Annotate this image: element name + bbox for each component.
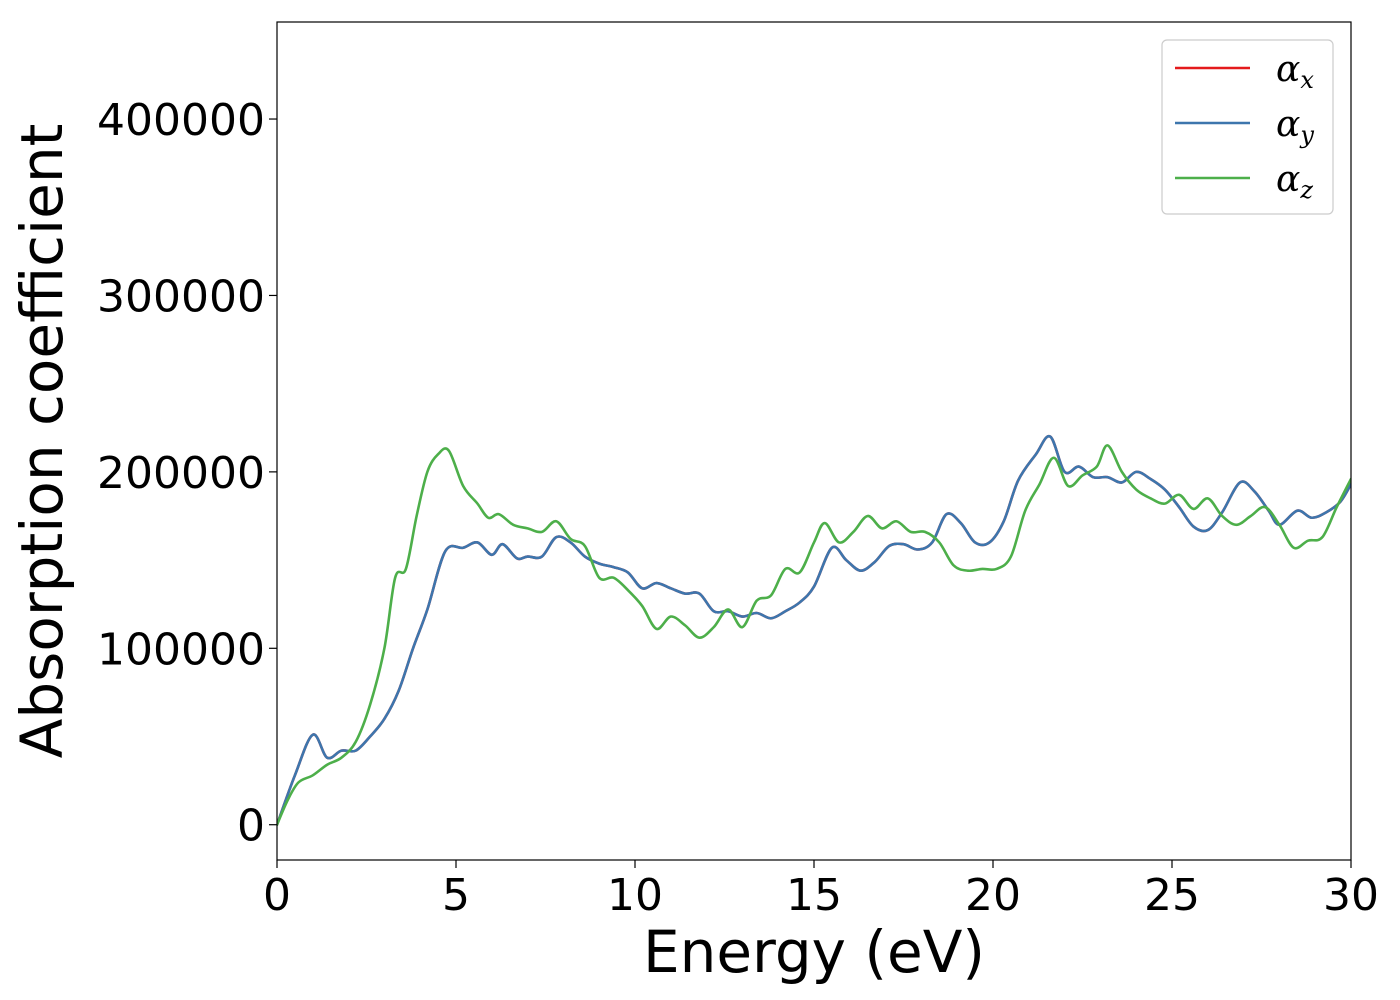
series-line-x: [277, 434, 1351, 827]
x-tick-label: 0: [263, 870, 291, 921]
x-tick-label: 25: [1144, 870, 1200, 921]
legend-label-x: αx: [1276, 49, 1314, 94]
y-tick-label: 200000: [97, 448, 265, 499]
y-tick-label: 100000: [97, 624, 265, 675]
legend-symbol: α: [1276, 159, 1300, 200]
y-axis-ticks: 0 100000 200000 300000 400000: [97, 95, 277, 852]
x-tick-label: 5: [442, 870, 470, 921]
y-axis-title: Absorption coefficient: [8, 124, 76, 759]
y-tick-label: 400000: [97, 95, 265, 146]
x-tick-label: 30: [1323, 870, 1379, 921]
y-tick-label: 0: [237, 801, 265, 852]
series-line-y: [277, 434, 1351, 827]
x-tick-label: 15: [786, 870, 842, 921]
legend-box: [1161, 39, 1334, 215]
x-tick-label: 20: [965, 870, 1021, 921]
x-axis-ticks: 0 5 10 15 20 25 30: [263, 860, 1379, 921]
plot-lines: [277, 434, 1351, 827]
y-tick-label: 300000: [97, 271, 265, 322]
x-tick-label: 10: [607, 870, 663, 921]
legend-subscript: y: [1299, 121, 1314, 149]
legend-symbol: α: [1276, 49, 1300, 90]
series-line-z: [277, 444, 1351, 827]
legend-symbol: α: [1276, 104, 1300, 145]
legend-label-z: αz: [1276, 159, 1313, 204]
legend-subscript: x: [1300, 66, 1314, 94]
x-axis-title: Energy (eV): [643, 918, 985, 986]
legend-subscript: z: [1299, 176, 1313, 204]
legend-label-y: αy: [1276, 104, 1314, 149]
